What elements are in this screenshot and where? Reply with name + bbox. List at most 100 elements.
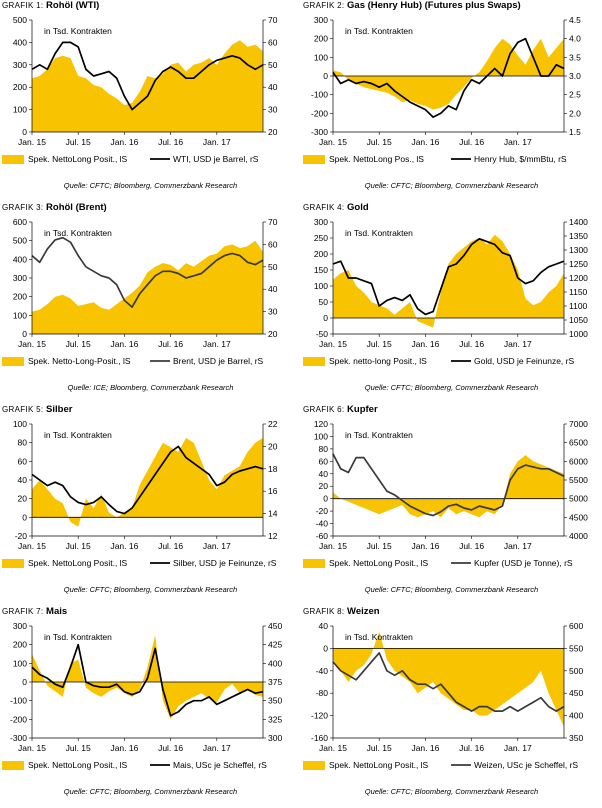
area-series (32, 438, 263, 527)
source-note: Quelle: CFTC; Bloomberg, Commerzbank Res… (63, 181, 238, 190)
area-series (333, 234, 564, 328)
unit-note: in Tsd. Kontrakten (345, 632, 413, 642)
ytick-left-label: 300 (13, 621, 27, 631)
ytick-right-label: 30 (268, 307, 278, 317)
xtick-label: Jan. 17 (504, 339, 532, 349)
xtick-label: Jan. 15 (319, 743, 347, 753)
ytick-right-label: 16 (268, 486, 278, 496)
xtick-label: Jan. 16 (411, 137, 439, 147)
xtick-label: Jan. 15 (18, 743, 46, 753)
chart-panel-mais: GRAFIK 7: Mais -300 -200 -100 0 100 200 300 300 3… (0, 606, 301, 808)
ytick-left-label: 100 (13, 658, 27, 668)
ytick-left-label: -120 (311, 711, 328, 721)
chart-title: GRAFIK 8: Weizen (303, 606, 380, 617)
legend-label-area: Spek. NettoLong Posit., lS (329, 760, 429, 770)
ytick-left-label: 300 (13, 273, 27, 283)
legend-swatch-area (303, 559, 325, 568)
ytick-left-label: 60 (18, 456, 28, 466)
legend-label-area: Spek. NettoLong Posit., lS (28, 154, 128, 164)
figure-number: GRAFIK 4: (303, 203, 345, 212)
chart-title: GRAFIK 4: Gold (303, 202, 369, 213)
unit-note: in Tsd. Kontrakten (44, 632, 112, 642)
ytick-left-label: 80 (319, 444, 329, 454)
ytick-right-label: 50 (268, 262, 278, 272)
unit-note: in Tsd. Kontrakten (44, 26, 112, 36)
chart-title: GRAFIK 5: Silber (2, 404, 72, 415)
ytick-right-label: 2.5 (569, 90, 581, 100)
xtick-label: Jan. 17 (203, 339, 231, 349)
ytick-right-label: 50 (268, 60, 278, 70)
ytick-left-label: 100 (314, 52, 328, 62)
ytick-left-label: 150 (314, 265, 328, 275)
ytick-right-label: 5000 (569, 494, 588, 504)
ytick-right-label: 3.0 (569, 71, 581, 81)
unit-note: in Tsd. Kontrakten (345, 228, 413, 238)
ytick-left-label: -200 (311, 108, 328, 118)
ytick-left-label: 100 (13, 419, 27, 429)
figure-number: GRAFIK 3: (2, 203, 44, 212)
ytick-left-label: 60 (319, 456, 329, 466)
chart-title: GRAFIK 7: Mais (2, 606, 67, 617)
ytick-right-label: 70 (268, 217, 278, 227)
legend-label-line: Weizen, USc je Scheffel, rS (474, 760, 578, 770)
figure-name: Rohöl (Brent) (43, 202, 107, 213)
ytick-right-label: 30 (268, 105, 278, 115)
ytick-left-label: 0 (22, 677, 27, 687)
ytick-left-label: 500 (13, 236, 27, 246)
ytick-left-label: -40 (316, 666, 329, 676)
ytick-right-label: 450 (268, 621, 282, 631)
xtick-label: Jul. 16 (158, 541, 183, 551)
ytick-right-label: 325 (268, 714, 282, 724)
figure-name: Kupfer (344, 404, 378, 415)
ytick-right-label: 1100 (569, 301, 588, 311)
xtick-label: Jan. 17 (504, 137, 532, 147)
legend-label-area: Spek. NettoLong Posit., lS (329, 558, 429, 568)
legend-label-area: Spek. NettoLong Pos., lS (329, 154, 424, 164)
chart-svg: -160 -120 -80 -40 0 40 350 400 450 500 550 600 Jan. … (303, 621, 583, 770)
ytick-right-label: 40 (268, 82, 278, 92)
source-note: Quelle: CFTC; Bloomberg, Commerzbank Res… (63, 585, 238, 594)
ytick-left-label: 400 (13, 254, 27, 264)
legend-label-line: WTI, USD je Barrel, rS (173, 154, 259, 164)
ytick-left-label: 200 (13, 292, 27, 302)
xtick-label: Jan. 16 (411, 743, 439, 753)
ytick-right-label: 18 (268, 464, 278, 474)
ytick-right-label: 1000 (569, 329, 588, 339)
chart-panel-silber: GRAFIK 5: Silber -20 0 20 40 60 80 100 12 14 16 18 2… (0, 404, 301, 606)
chart-panel-kupfer: GRAFIK 6: Kupfer -60 -40 -20 0 20 40 60 80 100 120… (301, 404, 602, 606)
figure-number: GRAFIK 5: (2, 405, 44, 414)
ytick-left-label: 400 (13, 37, 27, 47)
xtick-label: Jan. 16 (110, 743, 138, 753)
ytick-left-label: 500 (13, 15, 27, 25)
unit-note: in Tsd. Kontrakten (44, 228, 112, 238)
xtick-label: Jan. 15 (319, 339, 347, 349)
chart-svg: -20 0 20 40 60 80 100 12 14 16 18 20 22 Jan. 15 Jul. 1… (2, 419, 278, 568)
xtick-label: Jan. 16 (110, 339, 138, 349)
figure-name: Gold (344, 202, 369, 213)
chart-svg: -60 -40 -20 0 20 40 60 80 100 120 4000 4500 5000 5500… (303, 419, 588, 568)
ytick-left-label: 300 (314, 15, 328, 25)
chart-svg: -50 0 50 100 150 200 250 300 1000 1050 1100 1150 120… (303, 217, 588, 366)
figure-name: Silber (43, 404, 73, 415)
xtick-label: Jan. 15 (319, 137, 347, 147)
xtick-label: Jul. 16 (158, 339, 183, 349)
legend-label-line: Kupfer (USD je Tonne), rS (474, 558, 573, 568)
ytick-right-label: 1150 (569, 287, 588, 297)
ytick-left-label: 200 (13, 640, 27, 650)
ytick-left-label: -80 (316, 688, 329, 698)
ytick-left-label: -20 (316, 506, 329, 516)
ytick-left-label: 40 (319, 469, 329, 479)
xtick-label: Jan. 15 (18, 339, 46, 349)
unit-note: in Tsd. Kontrakten (345, 430, 413, 440)
ytick-left-label: 0 (22, 127, 27, 137)
ytick-right-label: 20 (268, 127, 278, 137)
chart-panel-brent: GRAFIK 3: Rohöl (Brent) 0 100 200 300 400 500 6… (0, 202, 301, 404)
legend-label-line: Gold, USD je Feinunze, rS (474, 356, 574, 366)
xtick-label: Jan. 17 (203, 743, 231, 753)
legend-label-line: Brent, USD je Barrel, rS (173, 356, 264, 366)
xtick-label: Jul. 15 (367, 743, 392, 753)
xtick-label: Jul. 15 (66, 339, 91, 349)
figure-name: Mais (43, 606, 68, 617)
ytick-right-label: 1250 (569, 259, 588, 269)
ytick-right-label: 1.5 (569, 127, 581, 137)
